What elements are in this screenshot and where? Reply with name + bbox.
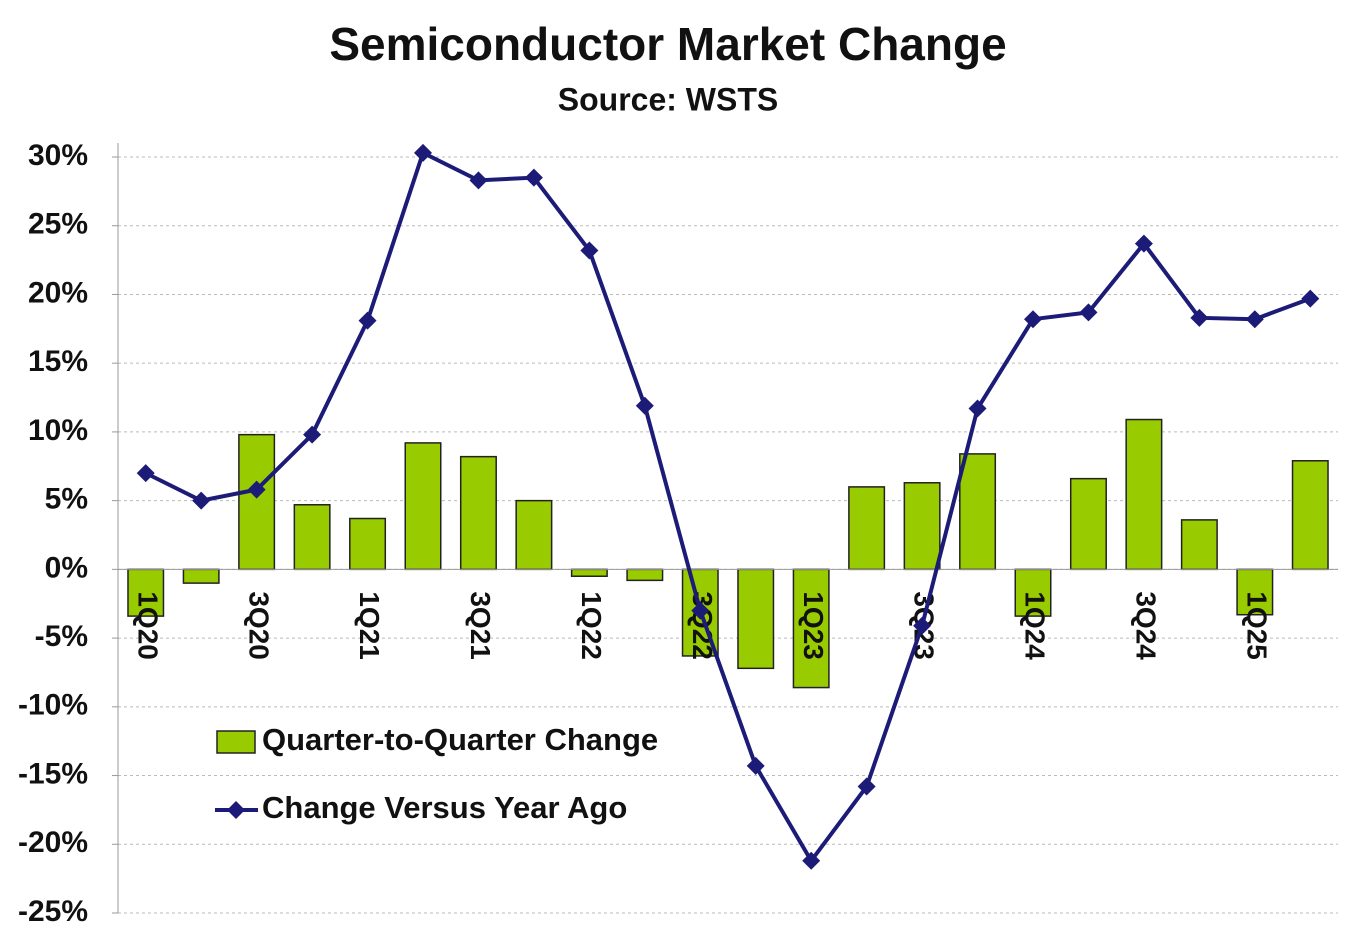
line-marker [469,171,488,190]
legend-label: Change Versus Year Ago [262,790,627,825]
line-marker [913,616,932,635]
chart-subtitle: Source: WSTS [558,81,778,117]
line-marker [1024,310,1042,329]
x-tick-label: 3Q24 [1131,591,1162,660]
y-tick-label: 20% [28,276,88,309]
bar [626,568,664,582]
y-tick-label: -25% [18,895,88,928]
line-marker [635,396,654,415]
line-marker [691,601,710,620]
y-tick-label: -20% [18,826,88,859]
bar [737,568,775,670]
y-tick-label: -5% [35,620,88,653]
bar [848,486,886,571]
legend-label: Quarter-to-Quarter Change [262,722,658,757]
chart-title: Semiconductor Market Change [329,18,1006,70]
x-tick-label: 1Q24 [1020,591,1051,660]
y-tick-label: 30% [28,139,88,172]
bar [903,482,941,571]
x-tick-label: 1Q20 [132,591,163,660]
legend-marker [227,801,245,819]
bar [1291,460,1329,571]
y-tick-label: -15% [18,757,88,790]
line [144,150,1311,865]
line-marker [136,464,155,483]
bar [182,568,220,584]
line-marker [1079,303,1098,322]
x-tick-label: 1Q23 [798,591,829,660]
line-marker [247,480,266,499]
line-marker [192,491,211,510]
bar [349,517,387,571]
bar [127,568,165,617]
legend-swatch [216,730,256,754]
line-marker [1301,289,1320,308]
bar [238,433,276,571]
y-tick-label: 0% [45,551,88,584]
line-marker [1245,310,1264,329]
line-marker [358,311,377,330]
x-tick-label: 3Q20 [243,591,274,660]
y-tick-label: -10% [18,689,88,722]
line-marker [1134,234,1153,253]
y-tick-label: 15% [28,345,88,378]
bar [1180,519,1218,571]
line-marker [857,777,876,796]
bar [293,504,331,571]
y-tick-label: 5% [45,483,88,516]
bar [959,453,997,571]
bar [459,455,497,571]
x-tick-label: 3Q21 [465,591,496,660]
y-tick-label: 25% [28,208,88,241]
line-marker [524,168,543,187]
bar [570,568,608,577]
line-marker [1190,308,1209,327]
bar [404,442,442,571]
line-marker [968,399,987,418]
bar [1236,568,1274,616]
line-marker [746,756,765,775]
y-tick-label: 10% [28,414,88,447]
x-tick-label: 1Q22 [576,591,607,660]
bar [792,568,830,689]
bar [1069,477,1107,571]
line-marker [802,851,821,870]
line-marker [414,143,432,162]
x-tick-label: 1Q25 [1241,591,1272,660]
line-marker [303,425,322,444]
bar [515,499,553,571]
x-tick-label: 1Q21 [354,591,385,660]
bar [1125,418,1163,571]
line-marker [580,241,599,260]
bar [1014,568,1052,617]
